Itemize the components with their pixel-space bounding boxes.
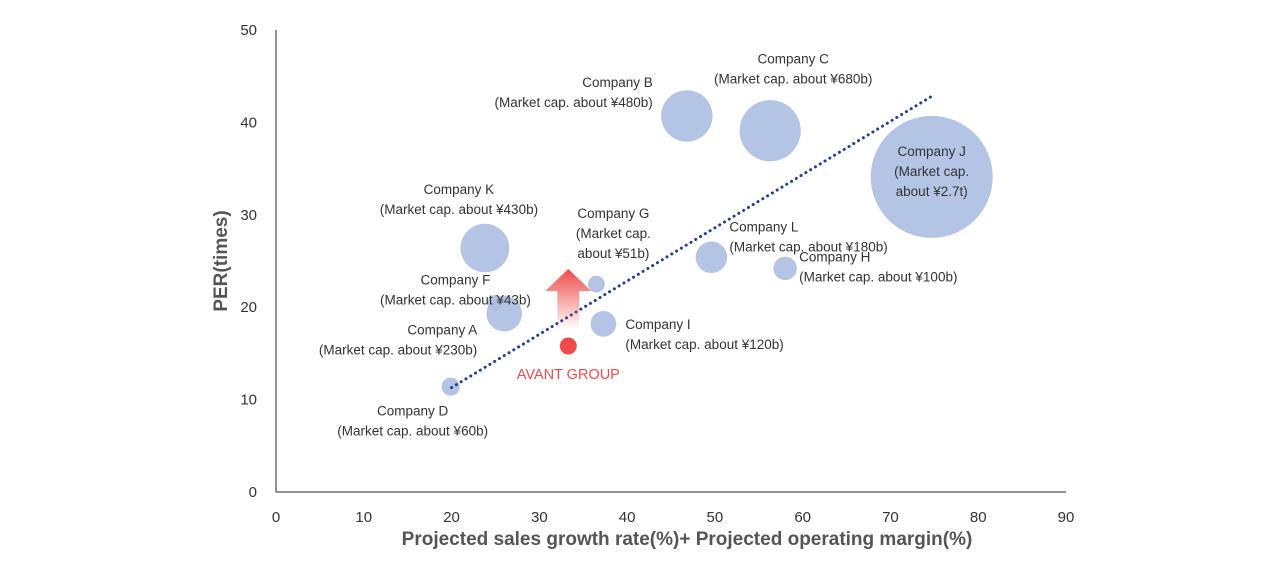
x-tick-label: 80 xyxy=(970,509,987,526)
x-tick-label: 50 xyxy=(707,509,724,526)
bubble-label-line: Company B xyxy=(582,75,653,90)
bubble-label: Company D (Market cap. about ¥60b) xyxy=(337,404,488,439)
y-tick-label: 0 xyxy=(249,484,257,501)
bubble-label-line: Company J xyxy=(898,144,966,159)
bubble-label-line: (Market cap. about ¥60b) xyxy=(337,424,488,439)
bubble-label-line: (Market cap. about ¥120b) xyxy=(625,337,783,352)
bubble-label: Company C (Market cap. about ¥680b) xyxy=(714,52,872,87)
bubble-company-h xyxy=(773,256,797,281)
y-tick-label: 30 xyxy=(240,207,257,224)
bubble-company-i xyxy=(590,310,617,337)
bubble-company-g xyxy=(588,275,605,293)
bubbles xyxy=(441,90,993,396)
avant-group-point xyxy=(559,337,577,355)
bubble-label: Company B (Market cap. about ¥480b) xyxy=(494,75,652,110)
x-tick-labels: 0 10 20 30 40 50 60 70 80 90 xyxy=(272,509,1075,526)
bubble-company-l xyxy=(695,241,728,274)
y-tick-label: 40 xyxy=(240,114,257,131)
bubble-label-line: (Market cap. xyxy=(576,226,651,241)
bubble-company-f xyxy=(487,294,504,311)
bubble-label-line: Company F xyxy=(421,273,491,288)
bubble-label: Company A (Market cap. about ¥230b) xyxy=(319,323,477,358)
axes xyxy=(275,30,1066,493)
up-arrow-icon xyxy=(545,269,592,331)
bubble-label-line: (Market cap. about ¥230b) xyxy=(319,343,477,358)
bubble-label-line: (Market cap. about ¥43b) xyxy=(380,293,531,308)
y-tick-label: 50 xyxy=(240,22,257,39)
bubble-label-line: Company I xyxy=(625,317,690,332)
x-tick-label: 0 xyxy=(272,509,280,526)
bubble-company-k xyxy=(460,223,510,273)
bubble-label: Company J (Market cap. about ¥2.7t) xyxy=(894,144,969,199)
bubble-company-b xyxy=(661,90,713,142)
bubble-label-line: Company K xyxy=(424,182,495,197)
bubble-label-line: (Market cap. xyxy=(894,164,969,179)
x-tick-label: 40 xyxy=(619,509,636,526)
bubble-label-line: Company A xyxy=(407,323,477,338)
bubble-label-line: (Market cap. about ¥430b) xyxy=(380,202,538,217)
bubble-label: Company K (Market cap. about ¥430b) xyxy=(380,182,538,217)
bubble-label-line: (Market cap. about ¥100b) xyxy=(799,269,957,284)
y-tick-label: 10 xyxy=(240,392,257,409)
bubble-label-line: about ¥51b) xyxy=(577,246,649,261)
avant-group-label: AVANT GROUP xyxy=(517,367,620,383)
x-tick-label: 10 xyxy=(355,509,372,526)
bubble-label-line: about ¥2.7t) xyxy=(896,184,968,199)
bubble-label-line: Company G xyxy=(577,206,649,221)
bubble-label-line: Company C xyxy=(758,52,830,67)
bubble-label-line: (Market cap. about ¥180b) xyxy=(729,239,887,254)
bubble-label-line: Company H xyxy=(799,249,870,264)
x-tick-label: 90 xyxy=(1058,509,1075,526)
bubble-company-j xyxy=(870,115,993,238)
x-tick-label: 60 xyxy=(794,509,811,526)
x-axis-title: Projected sales growth rate(%)+ Projecte… xyxy=(402,529,973,550)
trendline xyxy=(450,93,936,390)
y-axis-title: PER(times) xyxy=(211,210,232,311)
bubble-company-c xyxy=(739,100,801,162)
avant-group-marker: AVANT GROUP xyxy=(517,269,620,383)
y-tick-labels: 0 10 20 30 40 50 xyxy=(240,22,257,501)
bubble-label-line: (Market cap. about ¥480b) xyxy=(494,95,652,110)
x-tick-label: 20 xyxy=(443,509,460,526)
bubble-label: Company F (Market cap. about ¥43b) xyxy=(380,273,531,308)
y-tick-label: 20 xyxy=(240,299,257,316)
bubble-label-line: Company D xyxy=(377,404,449,419)
bubble-label: Company L (Market cap. about ¥180b) xyxy=(729,219,887,254)
bubble-labels: Company A (Market cap. about ¥230b)Compan… xyxy=(319,52,969,439)
bubble-label-line: (Market cap. about ¥680b) xyxy=(714,72,872,87)
bubble-label: Company I (Market cap. about ¥120b) xyxy=(625,317,783,352)
bubble-label: Company H (Market cap. about ¥100b) xyxy=(799,249,957,284)
bubble-label: Company G (Market cap. about ¥51b) xyxy=(576,206,651,261)
bubble-label-line: Company L xyxy=(729,219,799,234)
x-tick-label: 70 xyxy=(882,509,899,526)
x-tick-label: 30 xyxy=(531,509,548,526)
